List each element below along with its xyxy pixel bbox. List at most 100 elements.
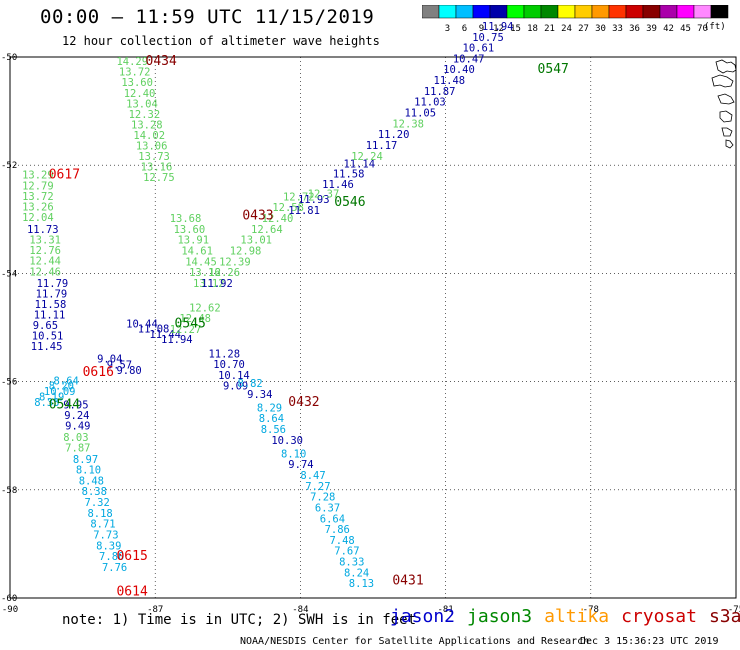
wave-height-label: 11.28 <box>208 348 240 360</box>
wave-height-label: 12.04 <box>22 212 54 224</box>
map-frame <box>9 56 737 599</box>
latitude-tick-label: -54 <box>1 269 17 279</box>
color-scale-label: 18 <box>527 24 538 34</box>
wave-height-label: 13.72 <box>22 191 54 203</box>
wave-height-label: 9.74 <box>288 459 313 471</box>
wave-height-label: 13.01 <box>240 235 272 247</box>
color-scale-label: 21 <box>544 24 555 34</box>
latitude-tick-label: -58 <box>1 486 17 496</box>
wave-height-label: 8.48 <box>79 475 104 487</box>
wave-height-label: 8.19 <box>39 392 64 404</box>
credit-timestamp: Dec 3 15:36:23 UTC 2019 <box>580 636 719 647</box>
wave-height-label: 12.40 <box>262 213 294 225</box>
legend-entry-jason2: jason2 <box>390 606 456 627</box>
wave-height-label: 12.76 <box>29 245 61 257</box>
wave-height-label: 8.20 <box>49 381 74 393</box>
wave-height-label: 14.02 <box>133 130 165 142</box>
wave-height-label: 8.56 <box>261 424 286 436</box>
longitude-tick-label: -84 <box>292 605 308 615</box>
wave-height-label: 11.11 <box>34 310 66 322</box>
wave-height-label: 7.86 <box>325 524 350 536</box>
wave-height-label: 12.75 <box>143 172 175 184</box>
wave-height-label: 13.31 <box>29 235 61 247</box>
wave-height-label: 13.91 <box>177 235 209 247</box>
island-outline <box>715 59 737 74</box>
longitude-tick-label: -75 <box>728 605 740 615</box>
pass-time-label: 0546 <box>334 195 365 210</box>
wave-height-label: 13.29 <box>22 170 54 182</box>
wave-height-label: 9.95 <box>63 400 88 412</box>
wave-height-label: 8.82 <box>237 378 262 390</box>
wave-height-label: 12.40 <box>124 88 156 100</box>
pass-time-label: 0614 <box>116 584 147 599</box>
color-scale-label: 15 <box>510 24 521 34</box>
wave-height-label: 11.93 <box>298 194 330 206</box>
wave-height-label: 11.92 <box>201 278 233 290</box>
wave-height-label: 11.08 <box>138 324 170 336</box>
wave-height-label: 10.70 <box>213 359 245 371</box>
wave-height-label: 10.14 <box>218 370 250 382</box>
map-subtitle: 12 hour collection of altimeter wave hei… <box>62 34 380 48</box>
wave-height-label: 11.58 <box>35 299 67 311</box>
wave-height-label: 13.04 <box>126 98 158 110</box>
pass-time-label: 0616 <box>83 365 114 380</box>
color-scale-label: 9 <box>479 24 484 34</box>
wave-height-label: 8.33 <box>339 557 364 569</box>
latitude-tick-label: -60 <box>1 594 17 604</box>
color-scale-label: 30 <box>595 24 606 34</box>
wave-height-label: 10.47 <box>453 53 485 65</box>
wave-height-label: 13.16 <box>141 162 173 174</box>
wave-height-label: 9.34 <box>247 389 272 401</box>
island-outline <box>711 74 734 88</box>
wave-height-label: 8.10 <box>76 465 101 477</box>
color-scale-label: 33 <box>612 24 623 34</box>
longitude-tick-label: -87 <box>147 605 163 615</box>
wave-height-label: 12.72 <box>283 191 315 203</box>
wave-height-label: 10.61 <box>463 43 495 55</box>
wave-height-label: 8.47 <box>300 470 325 482</box>
wave-height-label: 7.80 <box>99 551 124 563</box>
wave-height-label: 13.68 <box>170 213 202 225</box>
wave-height-label: 7.28 <box>310 492 335 504</box>
color-scale-label: 24 <box>561 24 572 34</box>
wave-height-label: 11.03 <box>414 97 446 109</box>
wave-height-label: 13.60 <box>121 77 153 89</box>
island-outline <box>719 110 733 123</box>
color-scale-bar: 3 6 9 12 15 18 21 24 27 30 33 36 39 42 45 70 <box>422 5 729 34</box>
wave-height-label: 12.48 <box>179 313 211 325</box>
wave-height-label: 10.44 <box>126 319 158 331</box>
wave-height-label: 7.76 <box>102 562 127 574</box>
wave-height-label: 11.79 <box>36 288 68 300</box>
color-scale-label: 42 <box>663 24 674 34</box>
wave-height-label: 13.60 <box>174 224 206 236</box>
wave-height-label: 7.48 <box>329 535 354 547</box>
map-title: 00:00 – 11:59 UTC 11/15/2019 <box>40 6 375 28</box>
wave-height-label: 13.28 <box>131 119 163 131</box>
legend-entry-altika: altika <box>544 606 610 627</box>
wave-height-label: 8.18 <box>87 508 112 520</box>
wave-height-label: 12.58 <box>272 202 304 214</box>
wave-height-label: 9.49 <box>65 421 90 433</box>
wave-height-label: 11.44 <box>149 329 181 341</box>
pass-time-label: 0547 <box>538 62 569 77</box>
latitude-tick-label: -50 <box>1 53 17 63</box>
pass-time-label: 0615 <box>116 549 147 564</box>
wave-height-label: 13.06 <box>136 141 168 153</box>
wave-height-label: 7.87 <box>65 443 90 455</box>
wave-height-label: 8.71 <box>90 519 115 531</box>
footnote: note: 1) Time is in UTC; 2) SWH is in fe… <box>62 612 417 628</box>
color-swatch <box>710 5 729 19</box>
wave-height-label: 8.39 <box>96 540 121 552</box>
wave-height-label: 10.30 <box>271 435 303 447</box>
wave-height-label: 10.51 <box>32 331 64 343</box>
wave-height-label: 12.37 <box>308 189 340 201</box>
island-outline <box>725 139 734 149</box>
legend-entry-s3a: s3a <box>708 606 740 627</box>
wave-height-label: 12.26 <box>208 267 240 279</box>
wave-height-label: 11.58 <box>333 169 365 181</box>
wave-height-label: 10.75 <box>472 32 504 44</box>
wave-height-label: 11.05 <box>404 108 436 120</box>
wave-height-label: 12.64 <box>251 224 283 236</box>
wave-height-label: 7.32 <box>85 497 110 509</box>
wave-height-label: 8.29 <box>257 402 282 414</box>
